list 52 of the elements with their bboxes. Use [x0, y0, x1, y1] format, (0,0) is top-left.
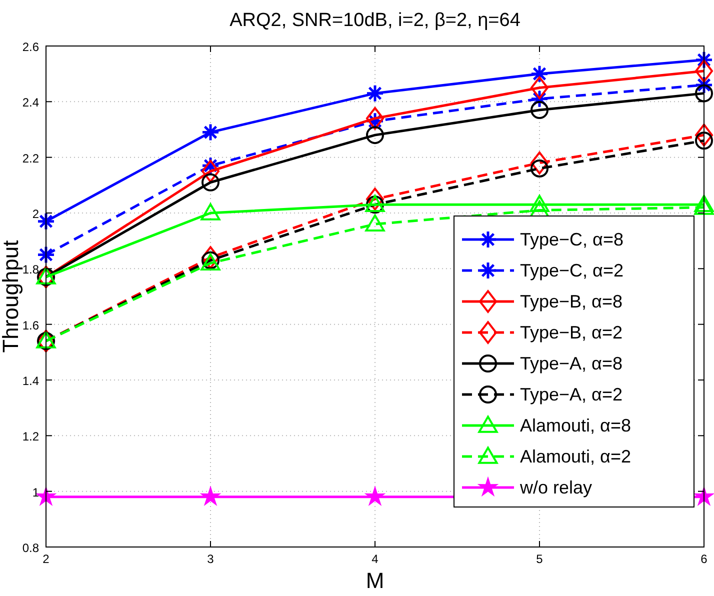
legend-label: Type−A, α=8 — [520, 354, 622, 374]
point — [366, 188, 384, 210]
point — [202, 246, 220, 269]
y-tick-label: 2.2 — [22, 151, 40, 166]
legend-label: Alamouti, α=8 — [520, 416, 631, 436]
point — [202, 173, 220, 192]
legend-label: Type−A, α=2 — [520, 384, 622, 404]
legend-label: Type−B, α=8 — [520, 292, 622, 312]
point — [202, 160, 220, 183]
x-tick-label: 2 — [42, 552, 50, 566]
y-tick-label: 1 — [32, 485, 40, 500]
y-tick-label: 1.4 — [22, 374, 40, 388]
point — [366, 106, 384, 130]
point — [694, 194, 714, 212]
point — [36, 212, 56, 231]
legend-label: Type−C, α=8 — [520, 230, 624, 250]
y-axis-title: Throughput — [0, 240, 23, 353]
y-tick-label: 1.8 — [22, 262, 40, 277]
point — [694, 198, 714, 215]
point — [695, 60, 713, 82]
point — [694, 486, 714, 506]
x-tick-label: 3 — [207, 552, 214, 566]
point — [530, 64, 549, 84]
chart-title: ARQ2, SNR=10dB, i=2, β=2, η=64 — [230, 10, 521, 31]
legend-label: Alamouti, α=2 — [520, 446, 631, 466]
point — [530, 194, 550, 212]
legend-label: Type−C, α=2 — [520, 260, 624, 280]
point — [530, 152, 548, 174]
point — [200, 203, 220, 220]
legend-label: w/o relay — [519, 478, 592, 498]
point — [36, 246, 56, 264]
point — [366, 84, 384, 103]
point — [200, 486, 220, 506]
y-tick-label: 1.6 — [22, 318, 40, 332]
y-tick-label: 2.4 — [22, 96, 40, 110]
x-tick-label: 5 — [536, 552, 544, 566]
point — [695, 124, 713, 146]
y-tick-label: 2.6 — [22, 40, 40, 54]
legend-label: Type−B, α=2 — [520, 322, 622, 342]
point — [366, 126, 384, 144]
y-tick-label: 2 — [32, 207, 40, 221]
point — [695, 84, 713, 102]
point — [530, 101, 548, 120]
point — [530, 76, 548, 100]
x-tick-label: 6 — [700, 552, 708, 566]
point — [365, 486, 385, 506]
point — [365, 214, 385, 232]
y-tick-label: 1.2 — [22, 430, 40, 444]
x-axis-title: M — [366, 568, 384, 593]
y-tick-label: 0.8 — [22, 541, 40, 555]
point — [201, 123, 220, 142]
x-tick-label: 4 — [372, 552, 379, 566]
